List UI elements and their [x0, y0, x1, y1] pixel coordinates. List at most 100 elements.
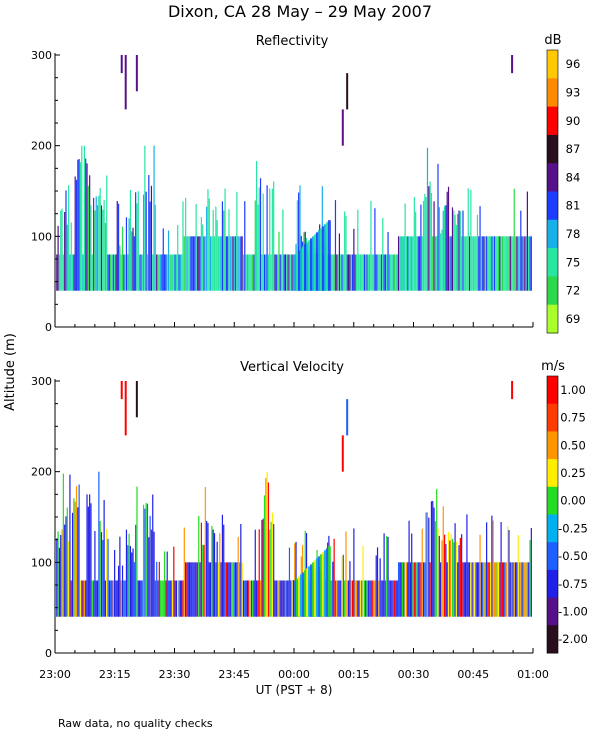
echo-column — [158, 254, 160, 291]
echo-column — [357, 209, 359, 291]
echo-column — [350, 580, 352, 617]
colorbar-units: m/s — [541, 359, 565, 374]
echo-column — [60, 210, 62, 291]
echo-column — [421, 528, 423, 617]
echo-column — [522, 562, 525, 617]
echo-column — [104, 222, 107, 291]
echo-column — [169, 254, 171, 291]
echo-column — [156, 561, 158, 617]
echo-column — [137, 191, 139, 291]
echo-column — [75, 486, 78, 617]
echo-column — [131, 231, 133, 291]
echo-column — [110, 254, 112, 291]
echo-column — [156, 254, 158, 291]
echo-column — [223, 210, 225, 291]
echo-column — [110, 580, 112, 617]
echo-column — [146, 503, 149, 617]
echo-column — [198, 515, 200, 617]
echo-column — [259, 580, 262, 617]
echo-column — [70, 580, 72, 617]
echo-column — [518, 236, 521, 291]
echo-column — [387, 231, 389, 291]
echo-wedge — [307, 240, 311, 291]
echo-column — [237, 536, 239, 617]
echo-column — [434, 236, 436, 291]
echo-column — [125, 217, 128, 291]
echo-column — [158, 561, 160, 617]
echo-column — [428, 517, 430, 617]
echo-column — [489, 562, 492, 617]
echo-column — [221, 514, 224, 617]
echo-column — [401, 562, 404, 617]
echo-column — [404, 203, 406, 291]
echo-column — [103, 199, 105, 291]
colorbar-segment — [547, 134, 558, 164]
y-tick-label: 0 — [45, 647, 52, 660]
echo-column — [351, 254, 354, 291]
echo-column — [436, 236, 438, 291]
upper-echo — [124, 55, 127, 110]
echo-column — [124, 254, 126, 291]
upper-echo — [120, 381, 123, 400]
echo-column — [106, 529, 108, 617]
panel-0: Reflectivity 0 100 200 300 96 93 90 87 84 81 78 75 72… — [31, 33, 580, 334]
echo-column — [157, 254, 159, 291]
colorbar-segment — [547, 219, 558, 249]
echo-column — [237, 236, 239, 291]
echo-column — [133, 236, 135, 291]
echo-column — [478, 236, 480, 291]
echo-column — [520, 210, 522, 291]
echo-column — [415, 211, 417, 291]
echo-column — [225, 236, 227, 291]
colorbar-frame — [546, 375, 559, 654]
echo-column — [334, 580, 337, 617]
echo-column — [467, 562, 469, 617]
echo-column — [512, 562, 514, 617]
echo-column — [190, 562, 192, 617]
echo-column — [216, 541, 218, 617]
echo-column — [223, 524, 225, 617]
echo-column — [296, 200, 298, 291]
echo-column — [493, 562, 496, 617]
echo-column — [129, 190, 132, 291]
echo-column — [461, 236, 463, 291]
echo-column — [512, 236, 514, 291]
echo-column — [119, 536, 121, 617]
echo-column — [366, 254, 368, 291]
echo-column — [507, 526, 509, 617]
echo-column — [461, 534, 463, 617]
echo-column — [177, 225, 179, 291]
echo-column — [90, 503, 92, 617]
upper-echo — [346, 73, 349, 110]
echo-column — [399, 562, 401, 617]
echo-column — [479, 534, 481, 617]
echo-column — [91, 254, 93, 291]
echo-column — [204, 236, 206, 291]
echo-column — [415, 562, 417, 617]
echo-column — [482, 236, 484, 291]
echo-column — [257, 580, 259, 617]
x-tick-label: 00:30 — [398, 668, 430, 681]
echo-column — [224, 562, 226, 617]
echo-column — [141, 580, 143, 617]
echo-column — [380, 254, 383, 291]
echo-column — [121, 565, 124, 617]
echo-column — [142, 504, 145, 617]
echo-column — [521, 236, 523, 291]
echo-column — [128, 218, 130, 291]
echo-column — [153, 145, 155, 291]
echo-column — [367, 254, 369, 291]
echo-column — [125, 529, 128, 617]
echo-column — [474, 562, 476, 617]
echo-column — [233, 236, 235, 291]
echo-column — [408, 520, 410, 617]
echo-column — [74, 176, 76, 291]
echo-column — [250, 580, 252, 617]
echo-wedge — [317, 556, 321, 617]
echo-column — [528, 236, 530, 291]
colorbar-segment — [547, 486, 558, 515]
echo-column — [374, 580, 376, 617]
echo-column — [213, 533, 216, 617]
echo-column — [450, 534, 452, 617]
